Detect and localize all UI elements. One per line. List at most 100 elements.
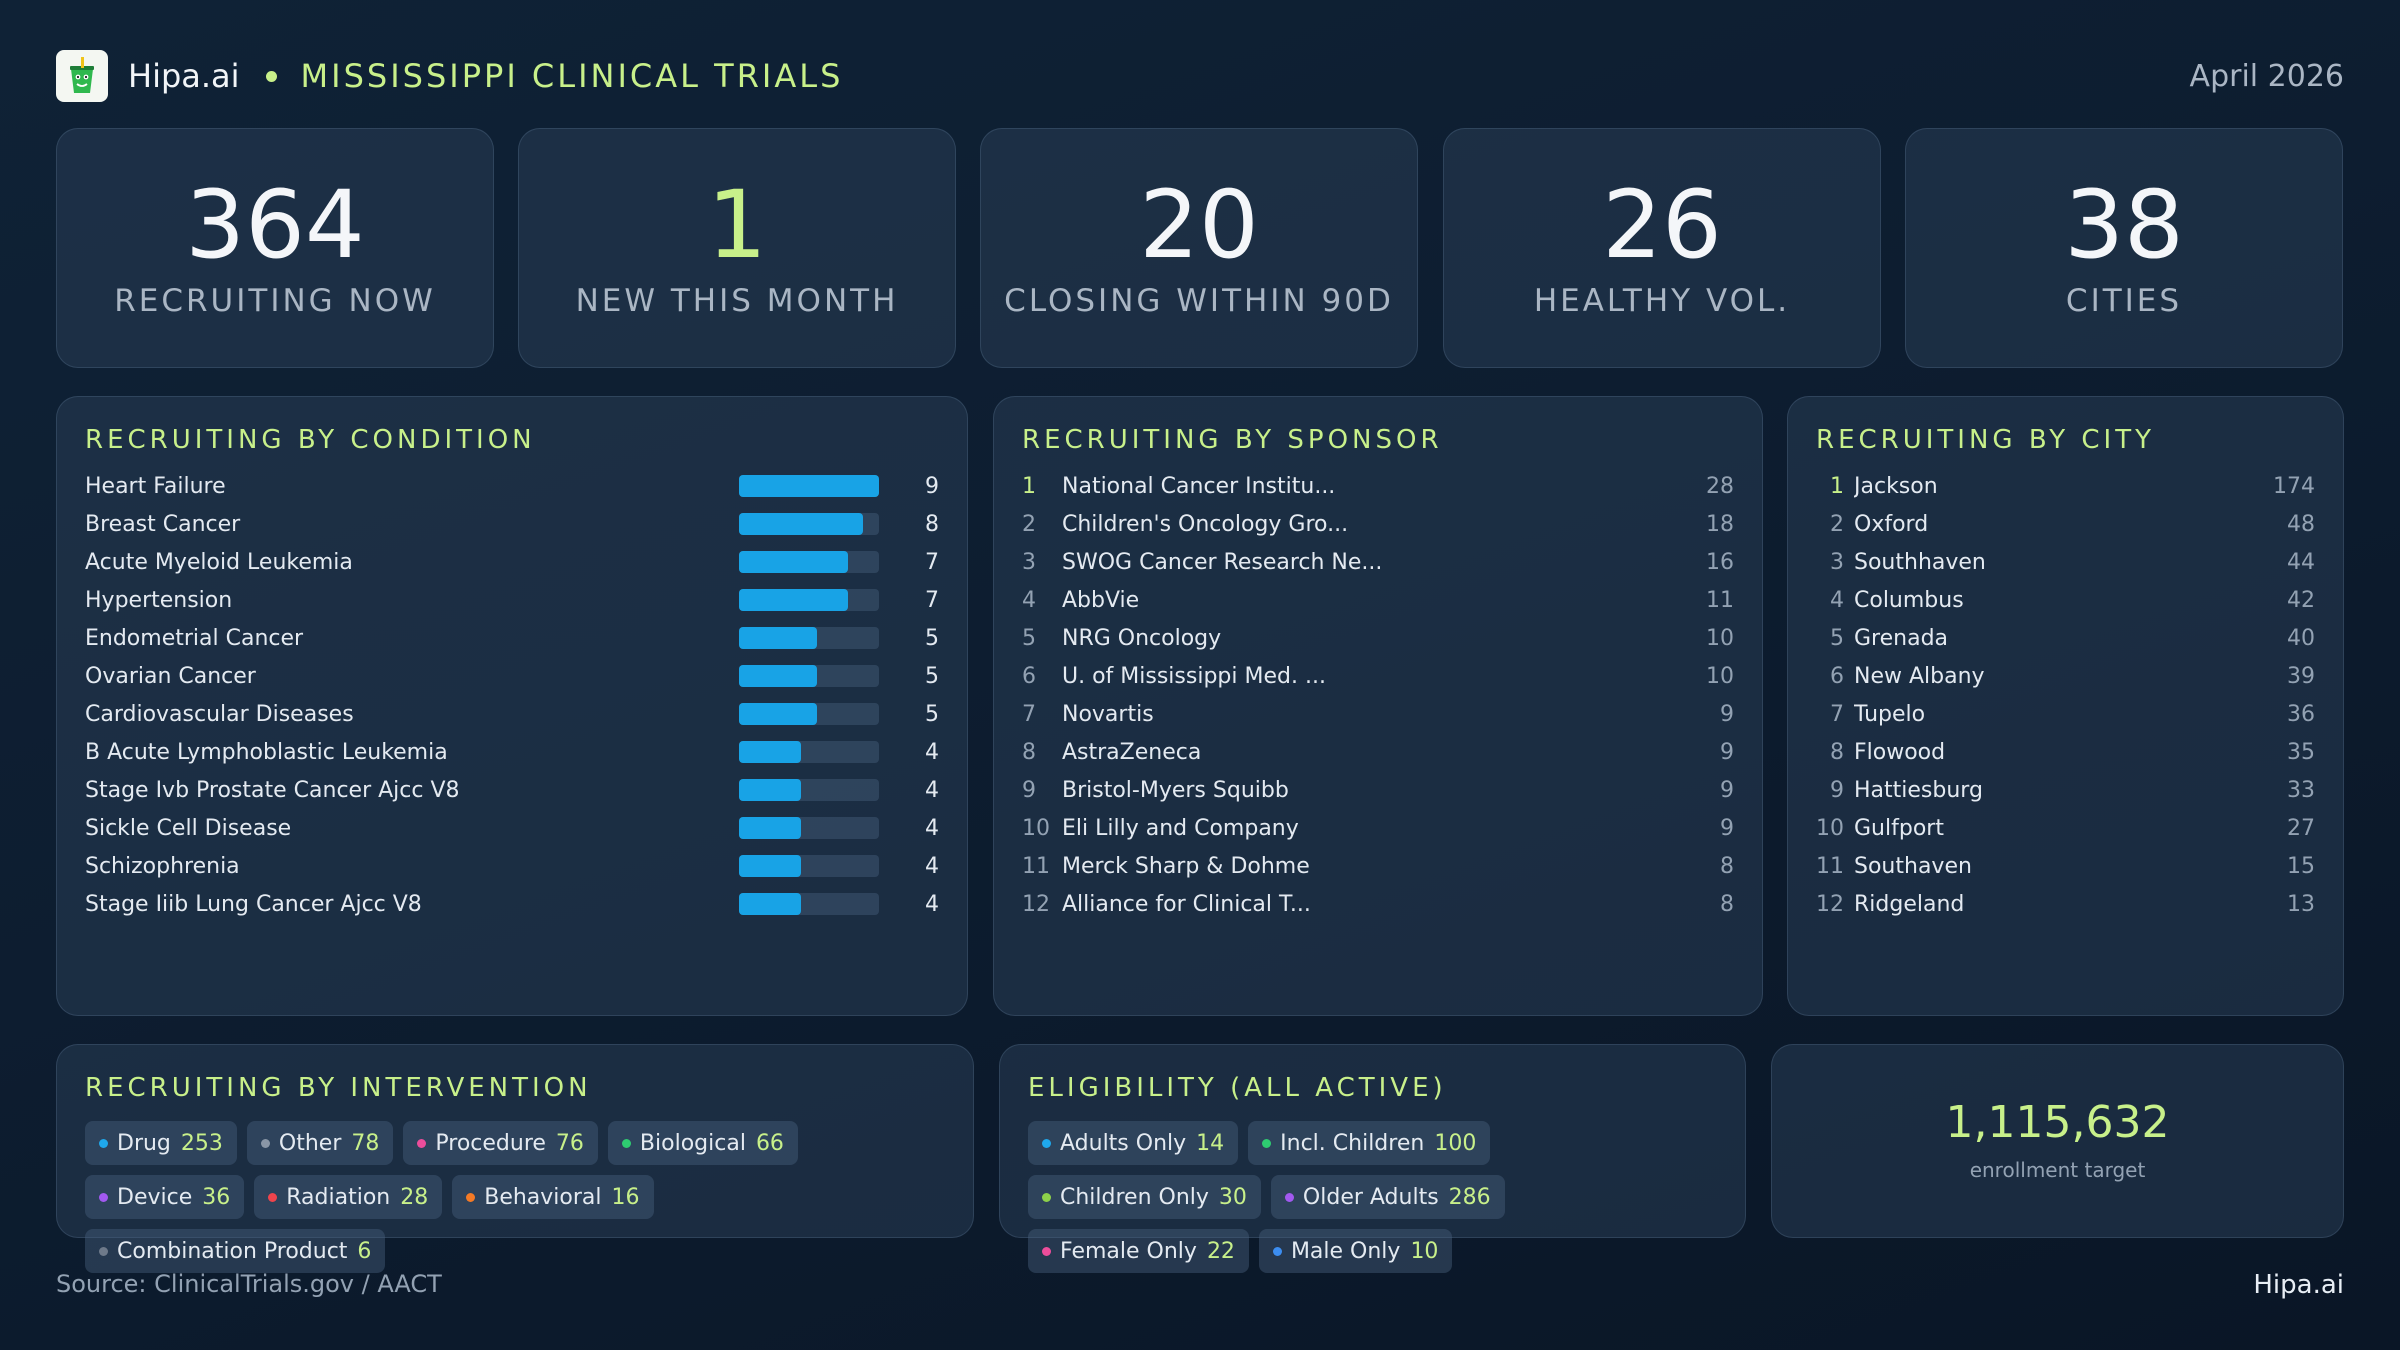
eligibility-name: Male Only bbox=[1290, 1238, 1401, 1264]
intervention-name: Biological bbox=[639, 1130, 746, 1156]
condition-bar-track bbox=[739, 665, 879, 687]
eligibility-count: 286 bbox=[1448, 1184, 1491, 1210]
condition-row: Stage Ivb Prostate Cancer Ajcc V8 4 bbox=[85, 771, 939, 809]
sponsor-count: 11 bbox=[1706, 587, 1734, 613]
eligibility-color-dot bbox=[1272, 1246, 1282, 1256]
condition-count: 5 bbox=[925, 625, 939, 651]
city-rank: 4 bbox=[1830, 587, 1844, 613]
sponsor-list: 1 National Cancer Institu... 28 2 Children's… bbox=[1022, 467, 1734, 923]
condition-count: 4 bbox=[925, 891, 939, 917]
city-count: 33 bbox=[2287, 777, 2315, 803]
sponsor-rank: 4 bbox=[1022, 587, 1036, 613]
intervention-name: Behavioral bbox=[484, 1184, 602, 1210]
condition-bar-track bbox=[739, 513, 879, 535]
condition-bar-track bbox=[739, 551, 879, 573]
city-count: 174 bbox=[2273, 473, 2315, 499]
sponsor-row: 11 Merck Sharp & Dohme 8 bbox=[1022, 847, 1734, 885]
intervention-chip: Radiation 28 bbox=[254, 1175, 443, 1219]
condition-bar bbox=[739, 627, 817, 649]
city-rank: 1 bbox=[1830, 473, 1844, 499]
eligibility-chips: Adults Only 14 Incl. Children 100 Children O… bbox=[1028, 1121, 1725, 1283]
condition-row: Acute Myeloid Leukemia 7 bbox=[85, 543, 939, 581]
eligibility-count: 30 bbox=[1218, 1184, 1247, 1210]
kpi-value: 20 bbox=[1139, 171, 1259, 280]
city-name: Ridgeland bbox=[1854, 891, 1965, 917]
sponsor-name: Children's Oncology Gro... bbox=[1062, 511, 1349, 537]
eligibility-color-dot bbox=[1042, 1192, 1051, 1202]
condition-row: B Acute Lymphoblastic Leukemia 4 bbox=[85, 733, 939, 771]
city-count: 27 bbox=[2287, 815, 2315, 841]
condition-bar-track bbox=[739, 779, 879, 801]
condition-bar bbox=[739, 475, 879, 497]
city-count: 13 bbox=[2287, 891, 2315, 917]
city-panel-title: RECRUITING BY CITY bbox=[1816, 425, 2155, 455]
condition-count: 9 bbox=[925, 473, 939, 499]
condition-count: 5 bbox=[925, 701, 939, 727]
condition-bar bbox=[739, 513, 864, 535]
condition-count: 4 bbox=[925, 739, 939, 765]
sponsor-row: 8 AstraZeneca 9 bbox=[1022, 733, 1734, 771]
condition-bar-track bbox=[739, 817, 879, 839]
sponsor-rank: 8 bbox=[1022, 739, 1036, 765]
condition-row: Hypertension 7 bbox=[85, 581, 939, 619]
intervention-color-dot bbox=[99, 1246, 108, 1256]
intervention-panel-title: RECRUITING BY INTERVENTION bbox=[85, 1073, 592, 1103]
intervention-color-dot bbox=[417, 1138, 427, 1148]
condition-bar bbox=[739, 665, 817, 687]
sponsor-row: 3 SWOG Cancer Research Ne... 16 bbox=[1022, 543, 1734, 581]
sponsor-row: 2 Children's Oncology Gro... 18 bbox=[1022, 505, 1734, 543]
intervention-chip: Combination Product 6 bbox=[85, 1229, 386, 1273]
sponsor-name: NRG Oncology bbox=[1062, 625, 1222, 651]
sponsor-rank: 5 bbox=[1022, 625, 1036, 651]
sponsor-row: 5 NRG Oncology 10 bbox=[1022, 619, 1734, 657]
sponsor-count: 9 bbox=[1720, 777, 1734, 803]
intervention-count: 253 bbox=[180, 1130, 223, 1156]
sponsor-rank: 6 bbox=[1022, 663, 1036, 689]
condition-bar bbox=[739, 551, 848, 573]
condition-bar bbox=[739, 893, 802, 915]
condition-count: 7 bbox=[925, 587, 939, 613]
condition-row: Schizophrenia 4 bbox=[85, 847, 939, 885]
sponsor-name: AbbVie bbox=[1062, 587, 1140, 613]
sponsor-panel: RECRUITING BY SPONSOR 1 National Cancer I… bbox=[993, 396, 1763, 1016]
intervention-color-dot bbox=[621, 1138, 631, 1148]
city-rank: 6 bbox=[1830, 663, 1844, 689]
condition-bar bbox=[739, 817, 802, 839]
eligibility-chip: Children Only 30 bbox=[1028, 1175, 1261, 1219]
eligibility-count: 14 bbox=[1196, 1130, 1225, 1156]
intervention-count: 28 bbox=[400, 1184, 429, 1210]
condition-bar-track bbox=[739, 855, 879, 877]
condition-row: Sickle Cell Disease 4 bbox=[85, 809, 939, 847]
condition-bar-track bbox=[739, 741, 879, 763]
condition-bar-track bbox=[739, 589, 879, 611]
condition-panel-title: RECRUITING BY CONDITION bbox=[85, 425, 536, 455]
city-name: Flowood bbox=[1854, 739, 1946, 765]
intervention-chip: Behavioral 16 bbox=[452, 1175, 654, 1219]
condition-count: 8 bbox=[925, 511, 939, 537]
condition-row: Cardiovascular Diseases 5 bbox=[85, 695, 939, 733]
city-row: 1 Jackson 174 bbox=[1806, 467, 2315, 505]
kpi-cities: 38 CITIES bbox=[1905, 128, 2343, 368]
logo-icon bbox=[56, 50, 108, 102]
sponsor-row: 12 Alliance for Clinical T... 8 bbox=[1022, 885, 1734, 923]
kpi-value: 26 bbox=[1602, 171, 1722, 280]
city-name: Hattiesburg bbox=[1854, 777, 1983, 803]
condition-row: Heart Failure 9 bbox=[85, 467, 939, 505]
city-count: 48 bbox=[2287, 511, 2315, 537]
city-name: Oxford bbox=[1854, 511, 1929, 537]
eligibility-chip: Adults Only 14 bbox=[1028, 1121, 1239, 1165]
city-row: 12 Ridgeland 13 bbox=[1806, 885, 2315, 923]
intervention-chips: Drug 253 Other 78 Procedure 76 Biological 66 Dev… bbox=[85, 1121, 953, 1283]
eligibility-color-dot bbox=[1042, 1246, 1051, 1256]
city-rank: 10 bbox=[1816, 815, 1844, 841]
sponsor-row: 9 Bristol-Myers Squibb 9 bbox=[1022, 771, 1734, 809]
eligibility-name: Children Only bbox=[1060, 1184, 1209, 1210]
condition-count: 5 bbox=[925, 663, 939, 689]
enrollment-label: enrollment target bbox=[1969, 1158, 2146, 1182]
city-name: Jackson bbox=[1854, 473, 1938, 499]
city-name: Gulfport bbox=[1854, 815, 1944, 841]
header: Hipa.ai MISSISSIPPI CLINICAL TRIALS Apri… bbox=[56, 46, 2344, 106]
title-separator-dot bbox=[265, 70, 277, 82]
sponsor-row: 10 Eli Lilly and Company 9 bbox=[1022, 809, 1734, 847]
city-rank: 12 bbox=[1816, 891, 1844, 917]
